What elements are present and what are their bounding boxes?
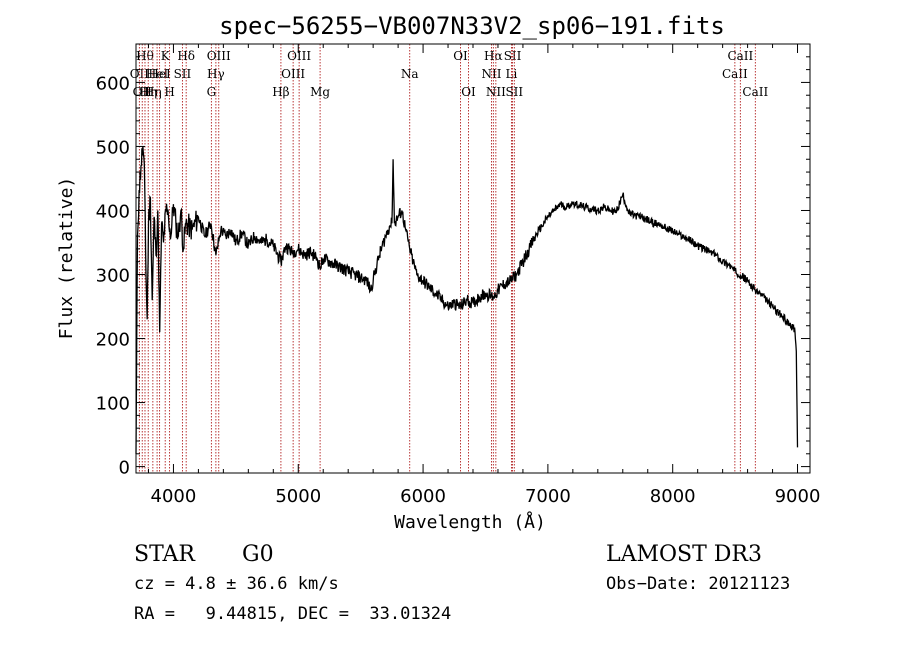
marker-label-4959: OIII [281,67,305,81]
marker-label-3969: H [164,85,174,99]
marker-label-3889: HeI [148,67,171,81]
marker-label-4861: Hβ [272,85,289,99]
survey-name: LAMOST DR3 [606,542,762,567]
y-axis-label: Flux (relative) [56,177,77,340]
x-tick-label-7000: 7000 [525,486,571,507]
marker-label-3934: K [161,49,171,63]
obs-date: Obs−Date: 20121123 [606,574,790,594]
x-tick-label-4000: 4000 [151,486,197,507]
marker-label-3835: Hη [144,85,162,99]
marker-label-3772: Hθ [136,49,154,63]
marker-label-8498: CaII [722,67,748,81]
object-subclass: G0 [242,542,274,567]
y-axis-ticks: 0 100 200 300 400 500 600 [96,56,810,479]
x-axis-label: Wavelength (Å) [394,511,546,533]
marker-label-6548: NII [481,67,501,81]
y-tick-label-400: 400 [96,201,130,222]
marker-label-4340: Hγ [207,67,225,81]
line-marker-layer: OIIOIIHθHηHηHeIHeIKHSIIHδGHγOIIIHβOIIIOI… [130,44,768,473]
marker-label-4102: Hδ [177,49,195,63]
x-tick-label-5000: 5000 [275,486,321,507]
x-axis-ticks: 4000 5000 6000 7000 8000 9000 [147,44,821,507]
marker-label-6708: Li [506,67,518,81]
marker-label-8542: CaII [727,49,753,63]
marker-label-4363: OIII [207,49,231,63]
marker-label-6300: OI [453,49,468,63]
marker-label-5007: OIII [287,49,311,63]
plot-frame [135,43,811,474]
marker-label-6583: NII [486,85,506,99]
x-tick-label-9000: 9000 [775,486,821,507]
x-tick-label-8000: 8000 [650,486,696,507]
marker-label-5893: Na [401,67,419,81]
marker-label-6717: SII [504,49,522,63]
y-tick-label-200: 200 [96,330,130,351]
chart-title: spec−56255−VB007N33V2_sp06−191.fits [219,12,725,40]
coordinates: RA = 9.44815, DEC = 33.01324 [134,604,451,624]
spectrum-line [135,146,799,454]
marker-label-3727: OII [130,67,150,81]
x-tick-label-6000: 6000 [400,486,446,507]
marker-label-4072: SII [174,67,192,81]
object-class: STAR [134,542,196,567]
marker-label-6364: OI [461,85,476,99]
y-tick-label-500: 500 [96,137,130,158]
marker-label-8662: CaII [742,85,768,99]
redshift-text: cz = 4.8 ± 36.6 km/s [134,574,339,594]
marker-label-6563: Hα [484,49,503,63]
y-tick-label-300: 300 [96,266,130,287]
marker-label-6731: SII [505,85,523,99]
y-tick-label-600: 600 [96,73,130,94]
marker-label-4304: G [207,85,217,99]
marker-label-5175: Mg [310,85,330,99]
y-tick-label-100: 100 [96,394,130,415]
marker-label-3869: HeI [146,67,169,81]
y-tick-label-0: 0 [119,458,130,479]
